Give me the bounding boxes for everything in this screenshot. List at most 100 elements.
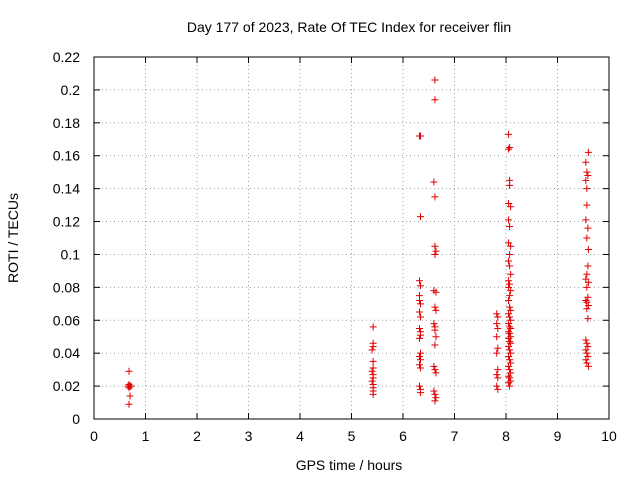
data-point <box>431 341 439 349</box>
data-point <box>505 343 513 351</box>
data-point <box>582 176 590 184</box>
grid <box>94 57 609 419</box>
data-point <box>583 298 591 306</box>
data-point <box>582 336 590 344</box>
data-point <box>417 132 425 140</box>
data-point <box>417 213 425 221</box>
data-point <box>584 362 592 370</box>
data-point <box>431 193 439 201</box>
data-point <box>494 385 502 393</box>
y-tick-label: 0.22 <box>53 49 80 65</box>
data-point <box>415 382 423 390</box>
data-point <box>506 280 514 288</box>
data-point <box>430 387 438 395</box>
data-point <box>494 374 502 382</box>
data-point <box>582 158 590 166</box>
x-tick-label: 3 <box>245 428 253 444</box>
data-point <box>506 323 514 331</box>
data-point <box>583 359 591 367</box>
x-tick-label: 9 <box>554 428 562 444</box>
data-point <box>584 246 592 254</box>
data-point <box>431 76 439 84</box>
data-point <box>506 338 514 346</box>
data-point <box>369 357 377 365</box>
data-point <box>506 374 514 382</box>
y-axis-label: ROTI / TECUs <box>5 193 21 283</box>
x-tick-label: 8 <box>502 428 510 444</box>
data-point <box>584 224 592 232</box>
x-tick-label: 6 <box>399 428 407 444</box>
data-point <box>584 301 592 309</box>
data-point <box>417 300 425 308</box>
data-point <box>415 334 423 342</box>
data-point <box>506 292 514 300</box>
data-point <box>432 333 440 341</box>
data-point <box>505 334 513 342</box>
data-point <box>369 364 377 372</box>
data-point <box>583 185 591 193</box>
data-point <box>125 384 133 392</box>
data-point <box>505 310 513 318</box>
data-point <box>415 297 423 305</box>
data-point <box>506 181 514 189</box>
data-point <box>505 352 513 360</box>
x-tick-label: 2 <box>193 428 201 444</box>
data-point <box>431 303 439 311</box>
data-point <box>415 352 423 360</box>
data-point <box>507 270 515 278</box>
data-point <box>493 349 501 357</box>
x-tick-label: 0 <box>90 428 98 444</box>
data-point <box>584 171 592 179</box>
data-point <box>493 371 501 379</box>
data-point <box>415 361 423 369</box>
data-point <box>505 372 513 380</box>
data-point <box>505 328 513 336</box>
data-point <box>417 356 425 364</box>
data-point <box>507 242 515 250</box>
data-point <box>505 130 513 138</box>
data-point <box>584 148 592 156</box>
data-point <box>494 313 502 321</box>
data-point <box>368 377 376 385</box>
x-tick-label: 7 <box>451 428 459 444</box>
data-point <box>505 297 513 305</box>
x-tick-label: 5 <box>348 428 356 444</box>
data-points <box>124 76 592 408</box>
data-point <box>505 257 513 265</box>
data-point <box>507 203 515 211</box>
data-point <box>415 308 423 316</box>
data-point <box>417 364 425 372</box>
data-point <box>368 367 376 375</box>
data-point <box>583 339 591 347</box>
data-point <box>506 250 514 258</box>
data-point <box>431 242 439 250</box>
data-point <box>125 400 133 408</box>
data-point <box>583 283 591 291</box>
y-tick-label: 0.2 <box>61 82 81 98</box>
data-point <box>369 343 377 351</box>
data-point <box>506 366 514 374</box>
data-point <box>582 346 590 354</box>
data-point <box>126 392 134 400</box>
data-point <box>506 222 514 230</box>
data-point <box>432 288 440 296</box>
data-point <box>431 397 439 405</box>
data-point <box>431 250 439 258</box>
data-point <box>417 331 425 339</box>
data-point <box>417 282 425 290</box>
y-tick-labels: 0 0.02 0.04 0.06 0.08 0.1 0.12 0.14 0.16 0.18 0.2 0… <box>53 49 80 427</box>
data-point <box>505 379 513 387</box>
data-point <box>505 216 513 224</box>
data-point <box>507 287 515 295</box>
data-point <box>432 247 440 255</box>
y-tick-label: 0.02 <box>53 378 80 394</box>
data-point <box>415 277 423 285</box>
data-point <box>432 369 440 377</box>
data-point <box>583 234 591 242</box>
axis-ticks <box>93 56 610 420</box>
data-point <box>584 315 592 323</box>
data-point <box>494 344 502 352</box>
data-point <box>432 394 440 402</box>
data-point <box>493 333 501 341</box>
